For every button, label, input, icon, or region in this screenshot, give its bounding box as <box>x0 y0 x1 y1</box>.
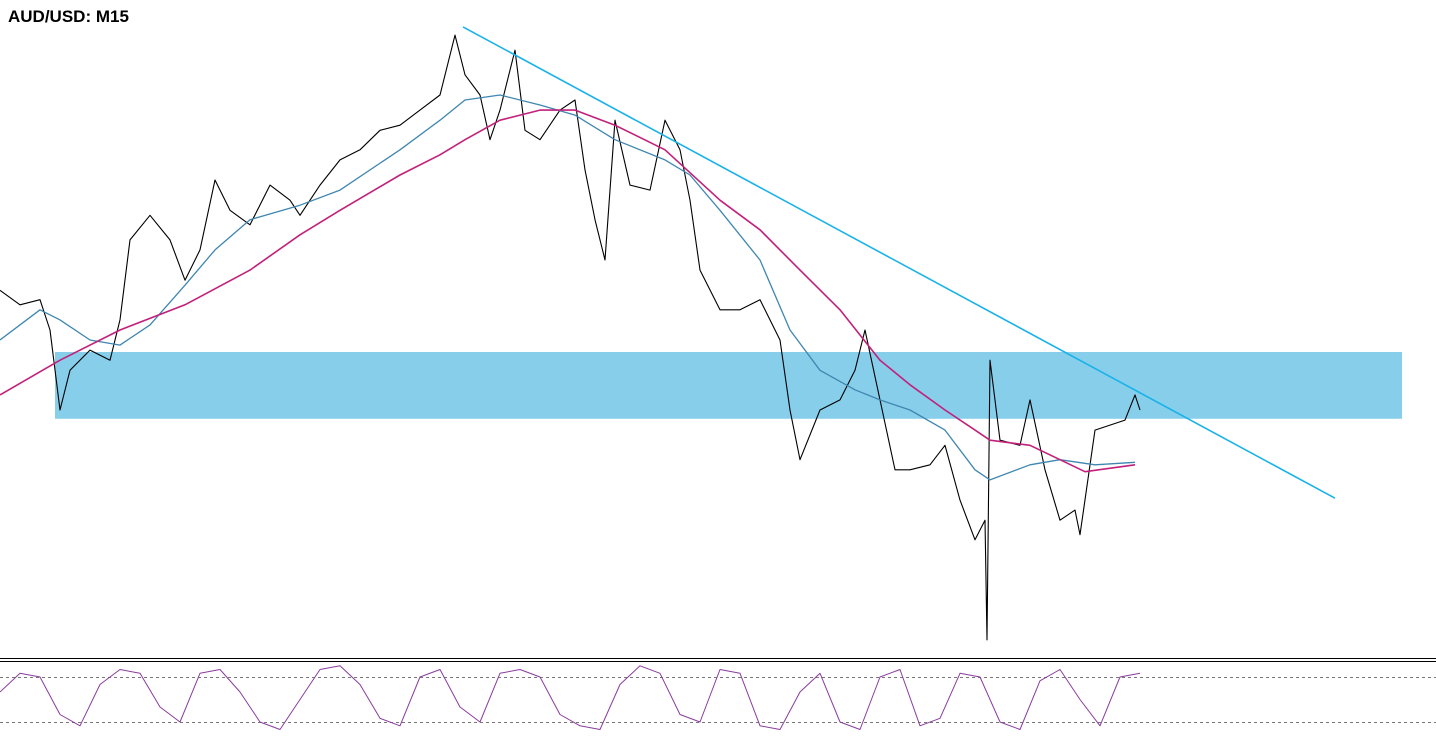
price-panel <box>0 26 1402 641</box>
series-line <box>0 94 1136 481</box>
series-line <box>462 26 1336 499</box>
series-line <box>0 34 1141 641</box>
series-line <box>0 665 1141 730</box>
zone <box>55 352 1402 419</box>
oscillator-panel <box>0 665 1436 730</box>
chart-title: AUD/USD: M15 <box>8 7 129 26</box>
series-line <box>0 109 1136 473</box>
